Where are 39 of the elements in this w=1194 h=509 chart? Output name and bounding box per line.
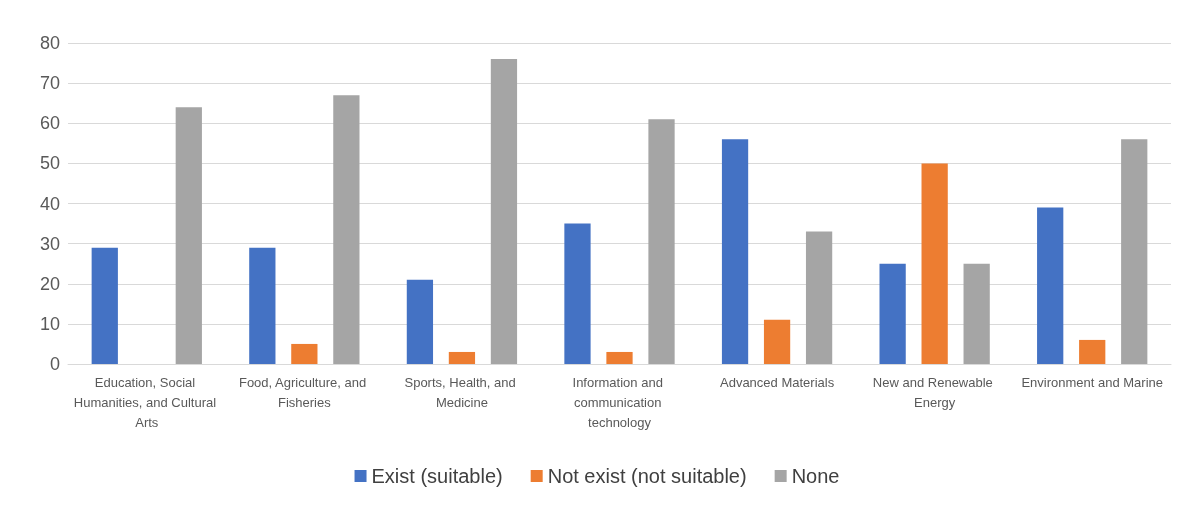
- bar: [448, 351, 476, 364]
- y-tick-label: 60: [39, 113, 60, 134]
- x-tick-label: Information and communication technology: [572, 374, 667, 430]
- y-tick-label: 20: [39, 273, 60, 294]
- bar: [564, 223, 591, 364]
- legend-label: Not exist (not suitable): [547, 465, 747, 487]
- bar: [1121, 139, 1148, 364]
- bar: [805, 231, 833, 364]
- y-tick-label: 40: [39, 193, 60, 214]
- bar: [91, 247, 118, 364]
- legend-label: None: [791, 465, 840, 487]
- bar: [333, 95, 360, 364]
- y-tick-label: 80: [39, 33, 60, 53]
- bar: [763, 319, 791, 364]
- bar: [879, 263, 906, 364]
- x-tick-label: Education, Social Humanities, and Cultural Arts: [73, 374, 220, 430]
- y-tick-label: 30: [39, 233, 60, 254]
- y-tick-label: 70: [39, 73, 60, 94]
- y-tick-label: 50: [39, 153, 60, 174]
- bar: [963, 263, 990, 364]
- bar: [648, 119, 675, 364]
- x-tick-label: Advanced Materials: [719, 374, 835, 390]
- bar: [406, 279, 434, 364]
- bar: [249, 247, 276, 364]
- y-tick-label: 0: [49, 354, 60, 374]
- bar: [721, 139, 749, 364]
- bar: [921, 163, 948, 364]
- y-tick-label: 10: [39, 313, 60, 334]
- bar: [1037, 207, 1064, 364]
- bar: [175, 107, 202, 364]
- bar: [490, 59, 518, 364]
- bar: [1079, 339, 1106, 364]
- bar: [606, 351, 633, 364]
- x-tick-label: New and Renewable Energy: [872, 374, 997, 410]
- legend-label: Exist (suitable): [371, 465, 503, 487]
- bar: [291, 343, 318, 364]
- x-tick-label: Environment and Marine: [1021, 374, 1164, 390]
- x-tick-label: Sports, Health, and Medicine: [404, 374, 520, 410]
- x-tick-label: Food, Agriculture, and Fisheries: [238, 374, 370, 410]
